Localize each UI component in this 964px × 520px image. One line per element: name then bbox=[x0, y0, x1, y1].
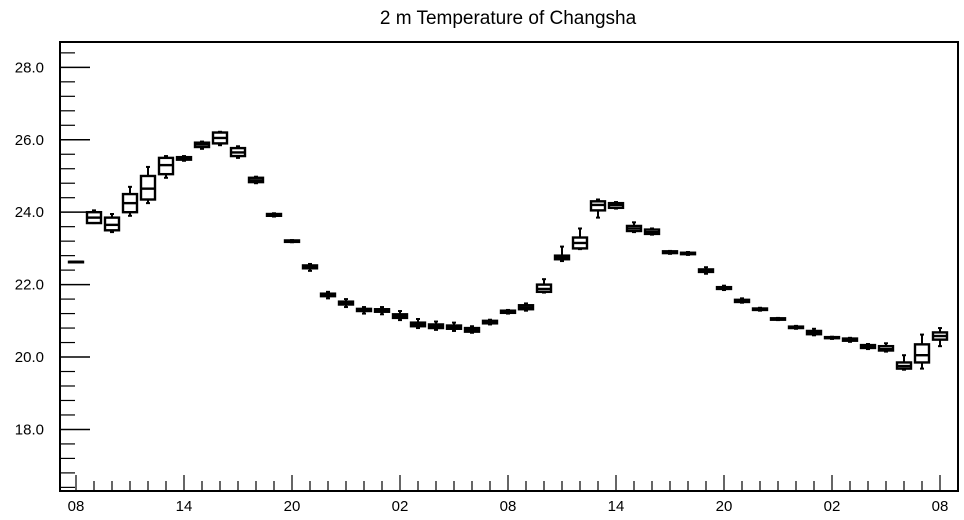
box-hour-9 bbox=[229, 145, 247, 159]
box-hour-35 bbox=[697, 266, 715, 275]
box-hour-41 bbox=[805, 327, 823, 337]
box-hour-29 bbox=[589, 198, 607, 219]
box-hour-28 bbox=[571, 227, 589, 251]
box-hour-18 bbox=[391, 310, 409, 322]
x-tick-label: 14 bbox=[176, 498, 193, 515]
box-hour-32 bbox=[643, 227, 661, 236]
box-hour-34 bbox=[679, 251, 697, 256]
box-hour-23 bbox=[481, 318, 499, 326]
box-iqr bbox=[913, 343, 931, 364]
x-tick-label: 02 bbox=[392, 498, 409, 515]
box-hour-26 bbox=[535, 278, 553, 294]
box-hour-4 bbox=[139, 165, 157, 205]
box-hour-2 bbox=[103, 212, 121, 234]
y-axis: 18.0 20.0 22.0 24.0 26.0 28.0 bbox=[15, 52, 90, 488]
y-tick-label: 20.0 bbox=[15, 349, 44, 366]
box-hour-30 bbox=[607, 201, 625, 210]
box-hour-46 bbox=[895, 354, 913, 371]
box-hour-43 bbox=[841, 336, 859, 343]
chart-title: 2 m Temperature of Changsha bbox=[380, 8, 637, 29]
box-hour-3 bbox=[121, 185, 139, 217]
box-hour-20 bbox=[427, 320, 445, 331]
y-tick-label: 22.0 bbox=[15, 277, 44, 294]
box-hour-0 bbox=[67, 260, 85, 264]
x-tick-label: 02 bbox=[824, 498, 841, 515]
box-hour-40 bbox=[787, 324, 805, 330]
box-hour-13 bbox=[301, 262, 319, 272]
x-axis: 08 14 20 02 08 14 20 02 08 bbox=[68, 475, 949, 515]
box-hour-38 bbox=[751, 306, 769, 312]
box-hour-36 bbox=[715, 284, 733, 292]
box-hour-48 bbox=[931, 327, 949, 348]
box-hour-47 bbox=[913, 333, 931, 370]
box-hour-11 bbox=[265, 212, 283, 218]
box-hour-33 bbox=[661, 249, 679, 255]
box-hour-17 bbox=[373, 306, 391, 316]
box-hour-22 bbox=[463, 325, 481, 334]
box-hour-37 bbox=[733, 297, 751, 304]
box-hour-42 bbox=[823, 335, 841, 340]
box-hour-19 bbox=[409, 318, 427, 330]
box-hour-39 bbox=[769, 316, 787, 322]
x-tick-label: 14 bbox=[608, 498, 625, 515]
y-tick-label: 28.0 bbox=[15, 59, 44, 76]
box-hour-31 bbox=[625, 221, 643, 234]
box-hour-7 bbox=[193, 140, 211, 150]
box-hour-6 bbox=[175, 155, 193, 162]
box-hour-15 bbox=[337, 298, 355, 309]
box-series bbox=[67, 130, 949, 371]
box-hour-27 bbox=[553, 245, 571, 263]
box-hour-5 bbox=[157, 155, 175, 179]
box-hour-45 bbox=[877, 342, 895, 353]
box-hour-8 bbox=[211, 130, 229, 147]
box-hour-24 bbox=[499, 308, 517, 315]
x-tick-label: 08 bbox=[68, 498, 85, 515]
x-tick-label: 08 bbox=[500, 498, 517, 515]
x-tick-label: 20 bbox=[284, 498, 301, 515]
x-tick-label: 08 bbox=[932, 498, 949, 515]
box-hour-10 bbox=[247, 175, 265, 185]
y-tick-label: 18.0 bbox=[15, 421, 44, 438]
y-tick-label: 24.0 bbox=[15, 204, 44, 221]
box-hour-1 bbox=[85, 209, 103, 225]
box-hour-25 bbox=[517, 302, 535, 312]
box-hour-12 bbox=[283, 239, 301, 244]
plot-frame bbox=[59, 41, 959, 492]
box-hour-16 bbox=[355, 306, 373, 315]
y-tick-label: 26.0 bbox=[15, 132, 44, 149]
box-hour-14 bbox=[319, 290, 337, 300]
box-hour-21 bbox=[445, 321, 463, 332]
x-tick-label: 20 bbox=[716, 498, 733, 515]
box-hour-44 bbox=[859, 342, 877, 351]
